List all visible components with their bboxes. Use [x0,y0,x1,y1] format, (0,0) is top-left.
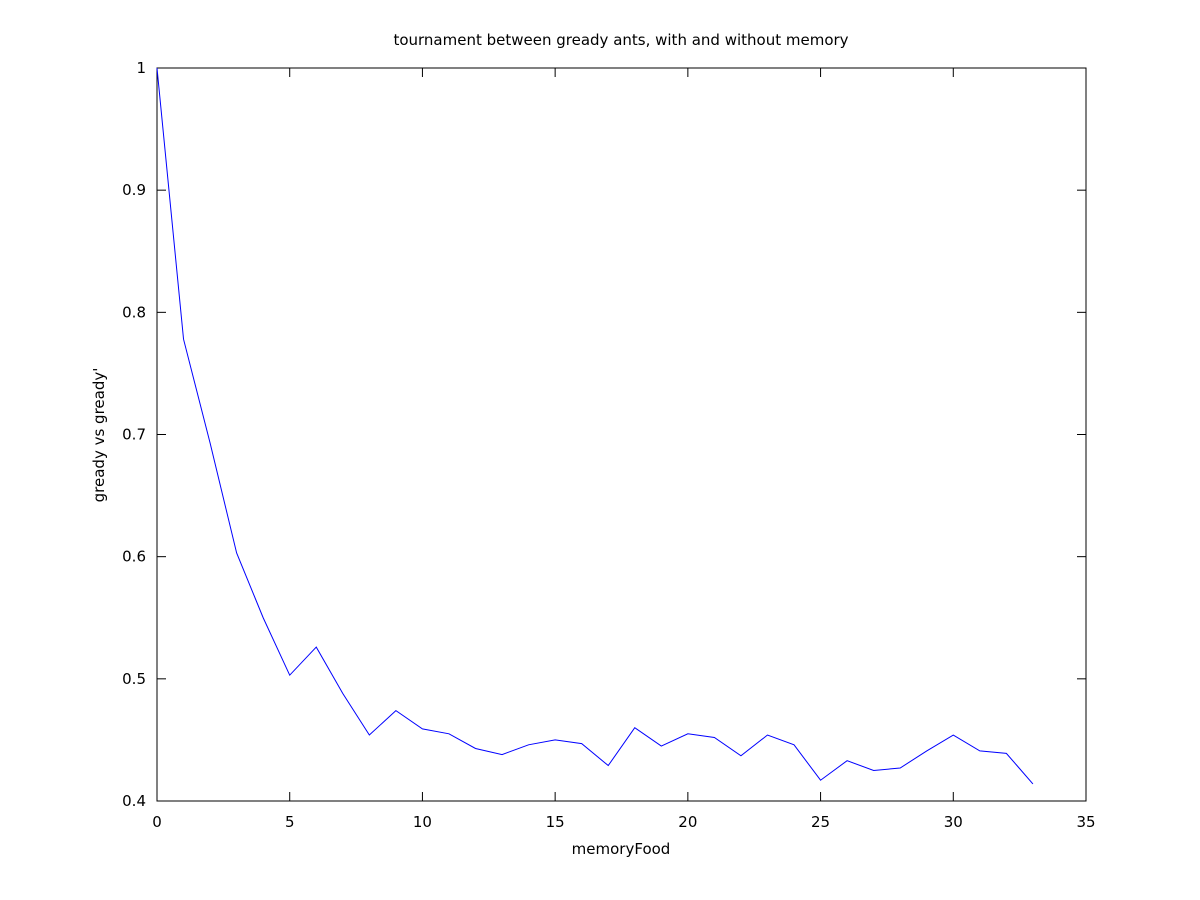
y-tick-label: 0.7 [122,426,146,444]
x-axis: 0 5 10 15 20 25 30 35 [152,68,1096,831]
y-tick-label: 1 [136,59,146,77]
y-axis-label: gready vs gready' [90,368,108,503]
plot-frame [156,67,1087,802]
y-tick-label: 0.6 [122,548,146,566]
series-line [156,67,1034,785]
x-tick-label: 5 [285,813,295,831]
x-tick-label: 25 [811,813,830,831]
x-axis-label: memoryFood [572,840,671,858]
chart-title: tournament between gready ants, with and… [393,31,848,49]
y-tick-label: 0.4 [122,792,146,810]
x-tick-label: 0 [152,813,162,831]
y-tick-label: 0.9 [122,181,146,199]
y-axis: 0.4 0.5 0.6 0.7 0.8 0.9 1 [122,59,1086,810]
x-tick-label: 10 [413,813,432,831]
series-layer [156,67,1034,785]
x-tick-label: 20 [678,813,697,831]
y-tick-label: 0.8 [122,303,146,321]
x-tick-label: 15 [546,813,565,831]
x-tick-label: 35 [1076,813,1095,831]
x-tick-label: 30 [944,813,963,831]
y-tick-label: 0.5 [122,670,146,688]
